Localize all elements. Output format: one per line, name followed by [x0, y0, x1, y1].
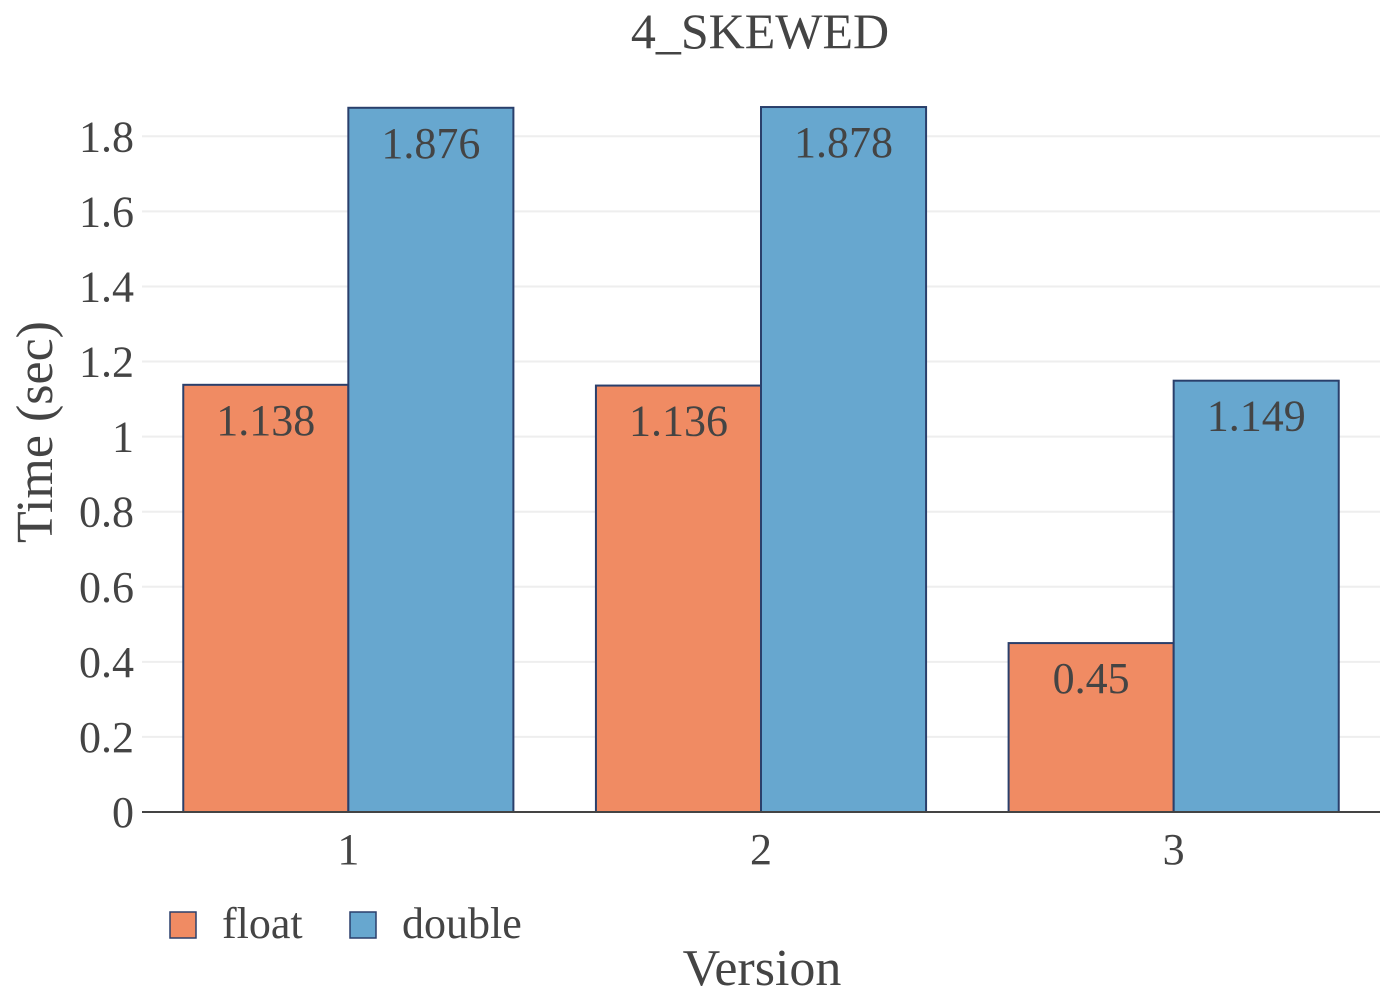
y-tick-label: 0: [112, 788, 134, 837]
legend: float double: [169, 899, 522, 948]
legend-label-float: float: [222, 899, 303, 948]
y-tick-label: 0.4: [79, 638, 134, 687]
legend-swatch-double: [349, 911, 377, 939]
bar-data-labels: 1.138 1.876 1.136 1.878 0.45 1.149: [216, 118, 1305, 703]
y-tick-label: 1.8: [79, 112, 134, 161]
x-tick-label: 1: [337, 825, 359, 874]
y-tick-label: 1.6: [79, 187, 134, 236]
axes: 0 0.2 0.4 0.6 0.8 1 1.2 1.4 1.6 1.8 1 2 3: [79, 112, 1380, 874]
bar-float-1: [182, 383, 350, 813]
data-label-double-1: 1.876: [381, 119, 480, 168]
data-label-double-2: 1.878: [794, 118, 893, 167]
bar-double-2: [760, 106, 928, 813]
y-tick-label: 1: [112, 413, 134, 462]
x-tick-label: 3: [1163, 825, 1185, 874]
y-axis-title: Time (sec): [7, 321, 64, 543]
bar-double-3: [1172, 379, 1340, 813]
legend-item-double: double: [349, 899, 522, 948]
bar-float-2: [594, 384, 763, 813]
data-label-float-2: 1.136: [629, 397, 728, 446]
legend-item-float: float: [169, 899, 303, 948]
bar-double-1: [347, 106, 515, 814]
legend-label-double: double: [402, 899, 522, 948]
y-tick-label: 1.4: [79, 262, 134, 311]
data-label-double-3: 1.149: [1207, 392, 1306, 441]
bars: [182, 106, 1340, 814]
legend-swatch-float: [169, 911, 197, 939]
chart-title: 4_SKEWED: [631, 3, 889, 59]
y-tick-label: 0.2: [79, 713, 134, 762]
y-tick-label: 1.2: [79, 338, 134, 387]
x-tick-label: 2: [750, 825, 772, 874]
y-tick-label: 0.8: [79, 488, 134, 537]
data-label-float-1: 1.138: [216, 396, 315, 445]
x-axis-title: Version: [683, 940, 842, 997]
data-label-float-3: 0.45: [1053, 654, 1130, 703]
y-tick-label: 0.6: [79, 563, 134, 612]
